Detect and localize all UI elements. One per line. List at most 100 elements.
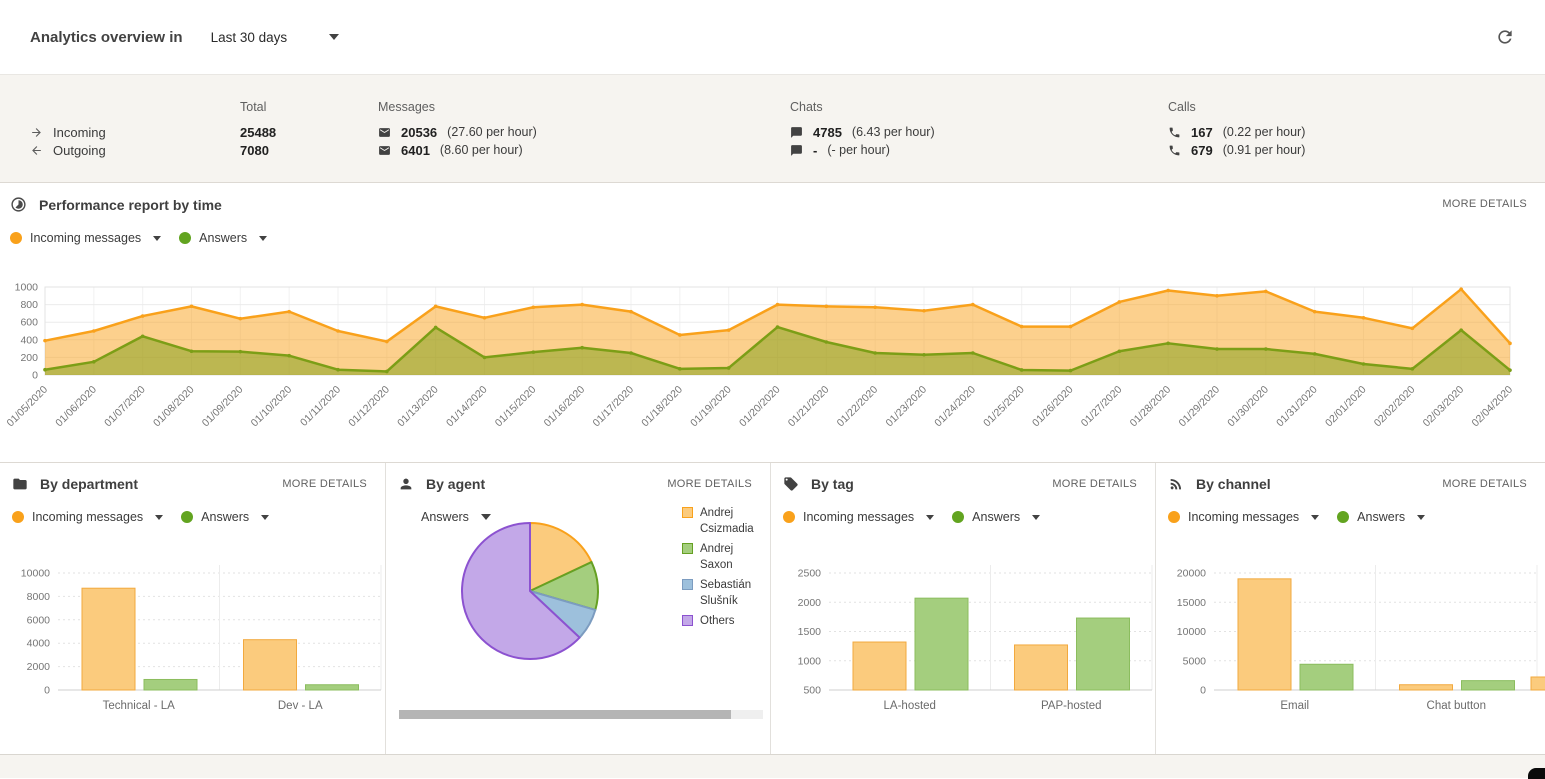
svg-text:01/15/2020: 01/15/2020 bbox=[493, 384, 539, 430]
svg-text:4000: 4000 bbox=[27, 638, 51, 650]
svg-text:01/19/2020: 01/19/2020 bbox=[688, 384, 734, 430]
svg-text:01/25/2020: 01/25/2020 bbox=[981, 384, 1027, 430]
svg-text:400: 400 bbox=[20, 334, 38, 346]
chevron-down-icon bbox=[153, 235, 162, 241]
calls-incoming-rate: (0.22 per hour) bbox=[1222, 125, 1306, 139]
calls-incoming-value: 167 bbox=[1191, 124, 1213, 140]
svg-text:01/16/2020: 01/16/2020 bbox=[542, 384, 588, 430]
incoming-row-label: Incoming bbox=[30, 123, 106, 141]
chevron-down-icon bbox=[926, 514, 935, 520]
performance-more-details-button[interactable]: MORE DETAILS bbox=[1442, 198, 1527, 210]
legend-label: Andrej Saxon bbox=[700, 543, 734, 571]
stats-bar: Incoming Outgoing Total 25488 7080 Messa… bbox=[0, 75, 1545, 183]
legend-swatch bbox=[682, 579, 693, 590]
agent-pie-chart bbox=[461, 522, 599, 660]
pie-legend-item: Others bbox=[682, 613, 768, 629]
chevron-down-icon bbox=[261, 514, 270, 520]
svg-text:01/12/2020: 01/12/2020 bbox=[346, 384, 392, 430]
footer-strip bbox=[0, 755, 1545, 778]
svg-text:10000: 10000 bbox=[21, 568, 50, 580]
agent-metric-selector[interactable]: Answers bbox=[421, 510, 491, 524]
legend-incoming-messages[interactable]: Incoming messages bbox=[12, 510, 164, 524]
performance-panel-title: Performance report by time bbox=[39, 196, 222, 213]
orange-dot-icon bbox=[12, 511, 24, 523]
svg-text:10000: 10000 bbox=[1177, 626, 1206, 638]
department-more-details-button[interactable]: MORE DETAILS bbox=[282, 478, 367, 490]
department-panel-title: By department bbox=[40, 476, 139, 492]
svg-text:01/22/2020: 01/22/2020 bbox=[835, 384, 881, 430]
arrow-right-icon bbox=[30, 126, 43, 139]
panel-by-channel: By channel MORE DETAILS Incoming message… bbox=[1155, 463, 1545, 754]
svg-text:01/31/2020: 01/31/2020 bbox=[1274, 384, 1320, 430]
agent-more-details-button[interactable]: MORE DETAILS bbox=[667, 478, 752, 490]
legend-label: Answers bbox=[201, 510, 250, 524]
svg-text:0: 0 bbox=[1200, 685, 1206, 697]
legend-incoming-messages[interactable]: Incoming messages bbox=[783, 510, 935, 524]
svg-text:200: 200 bbox=[20, 352, 38, 364]
refresh-button[interactable] bbox=[1495, 27, 1515, 47]
legend-answers[interactable]: Answers bbox=[179, 231, 268, 245]
chevron-down-icon bbox=[1311, 514, 1320, 520]
legend-swatch bbox=[682, 507, 693, 518]
svg-text:01/27/2020: 01/27/2020 bbox=[1079, 384, 1125, 430]
channel-more-details-button[interactable]: MORE DETAILS bbox=[1442, 478, 1527, 490]
stats-total-column: Total 25488 7080 bbox=[240, 100, 276, 159]
legend-label: Incoming messages bbox=[803, 510, 915, 524]
legend-label: Incoming messages bbox=[1188, 510, 1300, 524]
header: Analytics overview in Last 30 days bbox=[0, 0, 1545, 75]
svg-text:5000: 5000 bbox=[1183, 655, 1207, 667]
chats-incoming-rate: (6.43 per hour) bbox=[851, 125, 935, 139]
phone-icon bbox=[1168, 126, 1181, 139]
svg-text:0: 0 bbox=[32, 370, 38, 382]
orange-dot-icon bbox=[1168, 511, 1180, 523]
calls-outgoing-value: 679 bbox=[1191, 142, 1213, 158]
tag-more-details-button[interactable]: MORE DETAILS bbox=[1052, 478, 1137, 490]
legend-incoming-messages[interactable]: Incoming messages bbox=[1168, 510, 1320, 524]
svg-text:800: 800 bbox=[20, 299, 38, 311]
tag-legend: Incoming messages Answers bbox=[783, 510, 1058, 524]
svg-text:Technical - LA: Technical - LA bbox=[103, 700, 176, 712]
date-range-value: Last 30 days bbox=[210, 29, 288, 45]
messages-incoming-rate: (27.60 per hour) bbox=[447, 125, 537, 139]
calls-outgoing-rate: (0.91 per hour) bbox=[1222, 143, 1306, 157]
green-dot-icon bbox=[952, 511, 965, 523]
chevron-down-icon bbox=[329, 34, 340, 40]
svg-text:01/23/2020: 01/23/2020 bbox=[883, 384, 929, 430]
messages-outgoing-rate: (8.60 per hour) bbox=[439, 143, 523, 157]
date-range-selector[interactable]: Last 30 days bbox=[211, 30, 340, 45]
svg-text:0: 0 bbox=[44, 685, 50, 697]
svg-text:2500: 2500 bbox=[798, 568, 822, 580]
svg-text:20000: 20000 bbox=[1177, 568, 1206, 580]
tag-bar-chart: 500 1000 1500 2000 2500 LA-hosted PAP-hosted bbox=[798, 565, 1153, 712]
legend-answers[interactable]: Answers bbox=[181, 510, 270, 524]
svg-text:02/02/2020: 02/02/2020 bbox=[1372, 384, 1418, 430]
legend-label: Andrej Csizmadia bbox=[700, 507, 754, 535]
channel-bar-chart: 0 5000 10000 15000 20000 Email Chat button bbox=[1177, 565, 1545, 712]
email-icon bbox=[378, 144, 391, 157]
total-incoming-value: 25488 bbox=[240, 124, 277, 140]
legend-answers[interactable]: Answers bbox=[1337, 510, 1426, 524]
chats-incoming-value: 4785 bbox=[813, 124, 842, 140]
svg-text:01/29/2020: 01/29/2020 bbox=[1176, 384, 1222, 430]
refresh-icon bbox=[1498, 30, 1512, 44]
outgoing-label: Outgoing bbox=[53, 142, 106, 158]
agent-pie-legend: Andrej Csizmadia Andrej Saxon Sebastián Sl… bbox=[682, 505, 768, 633]
svg-text:01/14/2020: 01/14/2020 bbox=[444, 384, 490, 430]
legend-swatch bbox=[682, 543, 693, 554]
agent-panel-header: By agent bbox=[398, 476, 485, 492]
horizontal-scrollbar[interactable] bbox=[399, 710, 763, 719]
legend-incoming-messages[interactable]: Incoming messages bbox=[10, 231, 162, 245]
department-panel-header: By department bbox=[12, 476, 138, 492]
rss-icon bbox=[1168, 476, 1184, 492]
svg-text:2000: 2000 bbox=[798, 597, 822, 609]
channel-panel-header: By channel bbox=[1168, 476, 1271, 492]
arrow-left-icon bbox=[30, 144, 43, 157]
stats-messages-column: Messages 20536 (27.60 per hour) 6401 (8.… bbox=[378, 100, 537, 159]
svg-text:2000: 2000 bbox=[27, 661, 51, 673]
svg-text:01/18/2020: 01/18/2020 bbox=[639, 384, 685, 430]
scrollbar-thumb[interactable] bbox=[399, 710, 731, 719]
page-title: Analytics overview in bbox=[30, 28, 183, 46]
svg-text:Dev - LA: Dev - LA bbox=[278, 700, 323, 712]
email-icon bbox=[378, 126, 391, 139]
legend-answers[interactable]: Answers bbox=[952, 510, 1041, 524]
